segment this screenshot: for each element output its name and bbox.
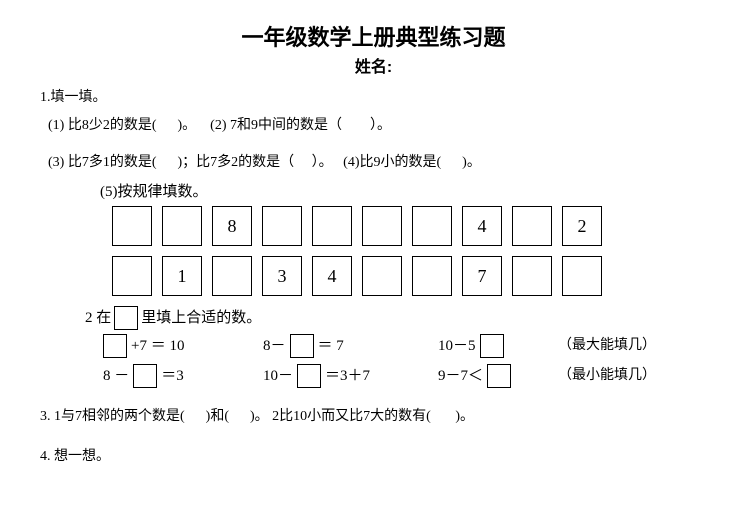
q1-3-b: )；比7多2的数是（ xyxy=(178,155,295,170)
pattern-box xyxy=(412,206,452,246)
answer-box xyxy=(297,364,321,388)
name-label: 姓名: xyxy=(40,55,707,81)
answer-box xyxy=(103,334,127,358)
eq-text: ＝3 xyxy=(161,364,184,388)
pattern-row-2: 1 3 4 7 xyxy=(112,256,707,296)
q1-1-b: )。 xyxy=(178,118,197,133)
q3-a: 3. 1与7相邻的两个数是( xyxy=(40,409,185,424)
q1-5-section: (5)按规律填数。 8 4 2 1 3 4 7 xyxy=(100,180,707,296)
eq-text: 10－5 xyxy=(438,334,476,358)
pattern-box: 7 xyxy=(462,256,502,296)
pattern-box xyxy=(362,206,402,246)
pattern-box: 2 xyxy=(562,206,602,246)
eq-row-1: +7 ＝ 10 8－ ＝ 7 10－5 （最大能填几） xyxy=(103,334,707,358)
inline-box xyxy=(114,306,138,330)
pattern-box: 4 xyxy=(462,206,502,246)
blank xyxy=(188,409,202,424)
page-title: 一年级数学上册典型练习题 xyxy=(40,20,707,55)
eq-text: +7 ＝ 10 xyxy=(131,334,184,358)
blank xyxy=(298,155,309,170)
blank xyxy=(160,118,174,133)
q1-4-b: )。 xyxy=(462,155,481,170)
pattern-box xyxy=(112,256,152,296)
eq-1-2: 8－ ＝ 7 xyxy=(263,334,438,358)
q3-b: )和( xyxy=(206,409,229,424)
q2-label-a: 2 在 xyxy=(85,306,111,330)
q1-4-a: (4)比9小的数是( xyxy=(343,155,441,170)
eq-text: ＝3＋7 xyxy=(325,364,370,388)
q3-line: 3. 1与7相邻的两个数是( )和( )。 2比10小而又比7大的数有( )。 xyxy=(40,406,707,428)
pattern-box xyxy=(362,256,402,296)
blank xyxy=(160,155,174,170)
q3-c: )。 2比10小而又比7大的数有( xyxy=(250,409,431,424)
pattern-box xyxy=(412,256,452,296)
pattern-box: 8 xyxy=(212,206,252,246)
blank xyxy=(346,118,367,133)
eq-text: 8－ xyxy=(263,334,286,358)
eq-text: 8 － xyxy=(103,364,129,388)
eq-text: 10－ xyxy=(263,364,293,388)
pattern-box xyxy=(562,256,602,296)
pattern-box: 4 xyxy=(312,256,352,296)
q2-label-b: 里填上合适的数。 xyxy=(141,306,261,330)
pattern-box xyxy=(262,206,302,246)
pattern-box: 1 xyxy=(162,256,202,296)
eq-1-4: （最大能填几） xyxy=(558,335,656,357)
eq-1-1: +7 ＝ 10 xyxy=(103,334,263,358)
eq-1-3: 10－5 xyxy=(438,334,558,358)
q1-5-label: (5)按规律填数。 xyxy=(100,180,707,204)
pattern-box xyxy=(512,256,552,296)
eq-2-2: 10－ ＝3＋7 xyxy=(263,364,438,388)
answer-box xyxy=(480,334,504,358)
answer-box xyxy=(290,334,314,358)
eq-row-2: 8 － ＝3 10－ ＝3＋7 9－7＜ （最小能填几） xyxy=(103,364,707,388)
q4-line: 4. 想一想。 xyxy=(40,446,707,468)
pattern-row-1: 8 4 2 xyxy=(112,206,707,246)
pattern-box xyxy=(512,206,552,246)
q1-1-a: (1) 比8少2的数是( xyxy=(48,118,157,133)
pattern-box xyxy=(212,256,252,296)
blank xyxy=(233,409,247,424)
q1-3-c: ）。 xyxy=(312,155,333,170)
q2-section: 2 在 里填上合适的数。 +7 ＝ 10 8－ ＝ 7 10－5 （最大能填几）… xyxy=(85,306,707,388)
equation-grid: +7 ＝ 10 8－ ＝ 7 10－5 （最大能填几） 8 － ＝3 10－ xyxy=(103,334,707,388)
eq-text: ＝ 7 xyxy=(318,334,344,358)
pattern-box: 3 xyxy=(262,256,302,296)
blank xyxy=(445,155,459,170)
q1-3-a: (3) 比7多1的数是( xyxy=(48,155,157,170)
q1-head: 1.填一填。 xyxy=(40,87,707,109)
q1-line2: (3) 比7多1的数是( )；比7多2的数是（ ）。 (4)比9小的数是( )。 xyxy=(48,152,707,174)
eq-text: 9－7＜ xyxy=(438,364,483,388)
eq-2-3: 9－7＜ xyxy=(438,364,558,388)
pattern-box xyxy=(312,206,352,246)
q3-d: )。 xyxy=(455,409,474,424)
blank xyxy=(434,409,452,424)
q1-2-b: ）。 xyxy=(370,118,391,133)
q2-label: 2 在 里填上合适的数。 xyxy=(85,306,707,330)
pattern-box xyxy=(112,206,152,246)
answer-box xyxy=(133,364,157,388)
answer-box xyxy=(487,364,511,388)
eq-2-1: 8 － ＝3 xyxy=(103,364,263,388)
q1-2-a: (2) 7和9中间的数是（ xyxy=(210,118,342,133)
q1-line1: (1) 比8少2的数是( )。 (2) 7和9中间的数是（ ）。 xyxy=(48,115,707,137)
eq-2-4: （最小能填几） xyxy=(558,365,656,387)
pattern-box xyxy=(162,206,202,246)
